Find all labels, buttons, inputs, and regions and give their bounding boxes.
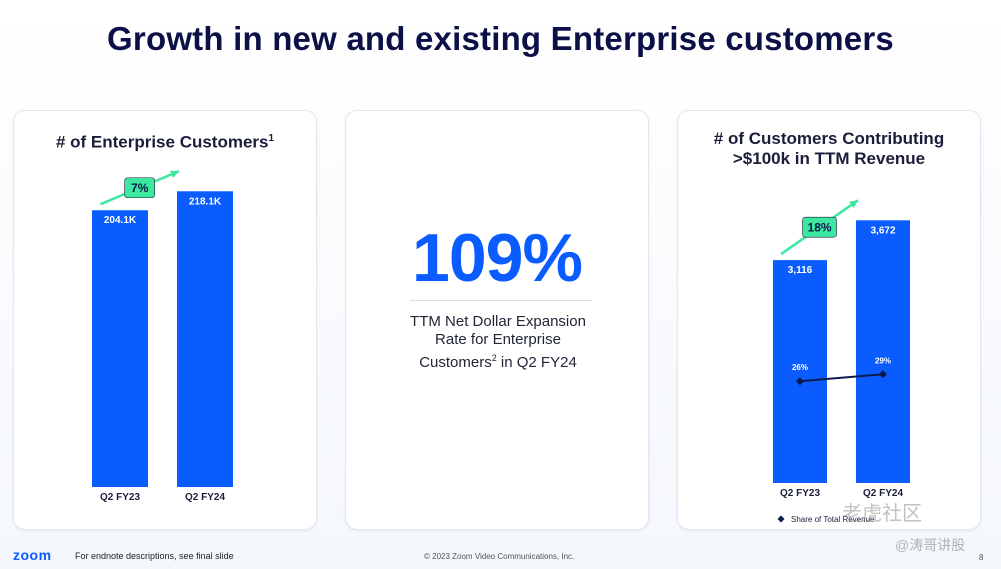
copyright-text: © 2023 Zoom Video Communications, Inc.	[424, 552, 575, 561]
enterprise-customers-footnote: 1	[268, 133, 275, 144]
enterprise-customers-card: # of Enterprise Customers1 204.1K Q2 FY23…	[13, 110, 317, 530]
large-customers-chart: 3,116 Q2 FY23 3,672 Q2 FY24 18% 26% 29% Share o…	[773, 199, 910, 524]
growth-badge-label: 18%	[808, 221, 832, 235]
bar-1	[856, 220, 910, 483]
slide-title: Growth in new and existing Enterprise cu…	[107, 20, 894, 57]
growth-badge-label: 7%	[131, 181, 149, 195]
desc-line-3: Customers2 in Q2 FY24	[376, 349, 620, 372]
category-label-0: Q2 FY23	[780, 488, 820, 499]
share-point-1	[879, 370, 887, 379]
growth-arrow-head	[170, 170, 179, 179]
growth-badge	[124, 177, 155, 199]
legend-label: Share of Total Revenue	[791, 515, 875, 524]
bar-value-label-0: 204.1K	[104, 215, 137, 226]
large-customers-title-line-2: >$100k in TTM Revenue	[732, 149, 926, 168]
enterprise-customers-chart: 204.1K Q2 FY23 218.1K Q2 FY24 7%	[92, 170, 233, 503]
bar-value-label-0: 3,116	[788, 265, 813, 276]
category-label-1: Q2 FY24	[185, 492, 225, 503]
divider	[410, 300, 592, 301]
category-label-0: Q2 FY23	[100, 492, 140, 503]
desc-line-3a: Customers	[419, 354, 492, 371]
desc-footnote: 2	[491, 353, 497, 363]
large-customers-title: # of Customers Contributing >$100k in TT…	[678, 129, 980, 169]
share-label-1: 29%	[875, 356, 891, 365]
growth-arrow-head	[849, 200, 858, 209]
net-dollar-expansion-description: TTM Net Dollar Expansion Rate for Enterp…	[376, 313, 620, 372]
endnote-text: For endnote descriptions, see final slid…	[75, 551, 234, 561]
net-dollar-expansion-card: 109% TTM Net Dollar Expansion Rate for E…	[345, 110, 649, 530]
share-point-0	[796, 377, 804, 386]
legend-marker	[777, 515, 785, 523]
zoom-logo: zoom	[13, 547, 52, 563]
share-label-0: 26%	[792, 363, 808, 372]
desc-line-2: Rate for Enterprise	[435, 331, 561, 348]
desc-line-1: TTM Net Dollar Expansion	[410, 313, 586, 330]
watermark-author: @涛哥讲股	[895, 537, 966, 553]
desc-line-3b: in Q2 FY24	[496, 354, 577, 371]
large-customers-card: # of Customers Contributing >$100k in TT…	[677, 110, 981, 530]
growth-badge	[802, 216, 837, 238]
large-customers-title-line-1: # of Customers Contributing	[713, 129, 945, 148]
bar-1	[177, 191, 233, 487]
bar-value-label-1: 218.1K	[189, 196, 222, 207]
share-line	[799, 373, 884, 383]
bar-value-label-1: 3,672	[870, 225, 895, 236]
page-number: 8	[979, 553, 984, 562]
enterprise-customers-title: # of Enterprise Customers1	[14, 129, 316, 153]
bar-0	[773, 260, 827, 483]
enterprise-customers-title-text: # of Enterprise Customers	[55, 132, 269, 152]
net-dollar-expansion-value: 109%	[412, 220, 583, 296]
category-label-1: Q2 FY24	[863, 488, 903, 499]
watermark-community: 老虎社区	[842, 503, 922, 525]
bar-0	[92, 210, 148, 487]
